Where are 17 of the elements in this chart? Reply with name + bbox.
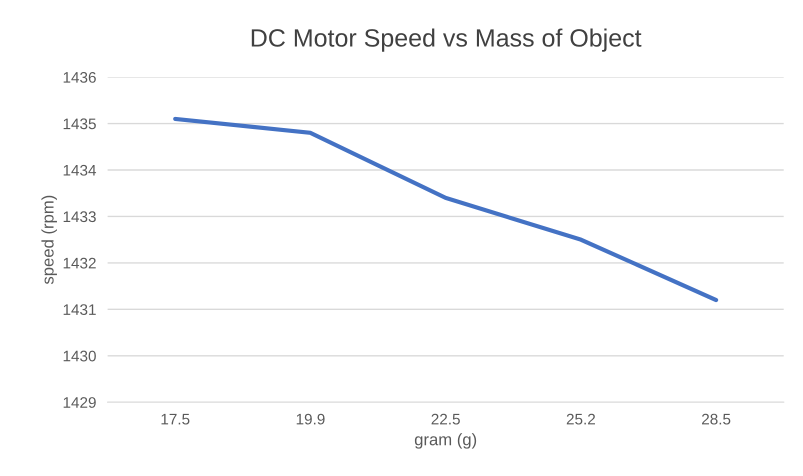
x-tick-label: 28.5 [702,414,730,425]
x-tick-label: 17.5 [162,414,190,425]
y-tick-label: 1433 [64,211,96,222]
y-tick-label: 1430 [64,350,96,362]
x-axis-title: gram (g) [414,433,476,449]
y-tick-label: 1432 [64,258,96,269]
x-tick-label: 22.5 [432,414,460,425]
y-tick-label: 1429 [64,397,96,408]
y-tick-label: 1434 [64,164,96,176]
x-tick-label: 19.9 [296,414,325,425]
y-tick-label: 1431 [64,304,96,316]
y-axis-title: speed (rpm) [41,196,57,284]
y-tick-label: 1436 [64,72,96,83]
chart-title: DC Motor Speed vs Mass of Object [252,28,642,52]
y-tick-label: 1435 [64,118,96,130]
line-series [173,116,718,302]
x-tick-label: 25.2 [566,414,595,425]
